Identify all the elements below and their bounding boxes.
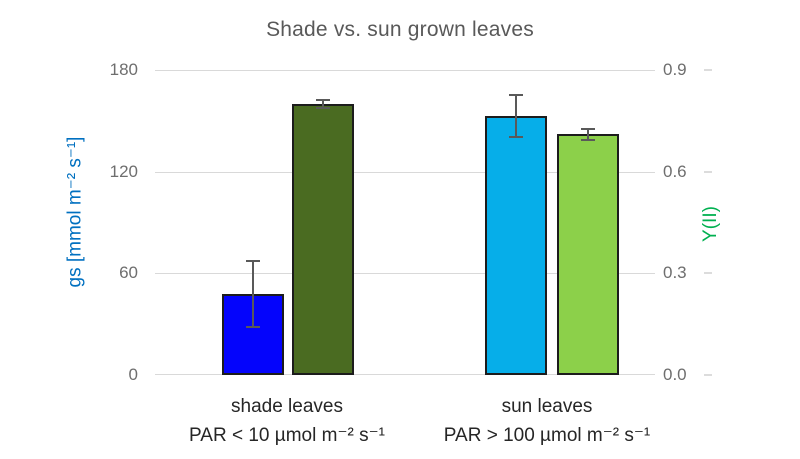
bar-yii-sun [557,134,619,375]
errorbar-gs-sun [509,93,523,138]
errorbar-yii-sun [581,127,595,142]
right-axis-tick-0p9: 0.9 [663,60,687,79]
errorbar-cap [581,127,595,130]
errorbar-line [587,127,589,142]
errorbar-line [322,98,324,109]
right-axis-minor-tick [704,171,712,173]
gridline [155,70,655,71]
right-axis-title: Y(II) [700,206,721,242]
right-axis-minor-tick [704,272,712,274]
right-axis-minor-tick [704,374,712,376]
left-axis-tick-120: 120 [109,162,138,181]
errorbar-cap [316,98,330,101]
errorbar-cap [581,139,595,142]
bar-gs-sun [485,115,547,375]
errorbar-yii-shade [316,98,330,109]
category-label-sun: sun leaves PAR > 100 µmol m⁻² s⁻¹ [397,392,697,450]
errorbar-cap [246,259,260,262]
gridline [155,171,655,173]
errorbar-line [252,259,254,328]
chart-title: Shade vs. sun grown leaves [266,18,534,41]
category-sun-line1: sun leaves [501,396,593,417]
left-axis-tick-180: 180 [109,60,138,79]
gridline [155,273,655,275]
errorbar-cap [316,106,330,109]
left-axis-title: gs [mmol m⁻² s⁻¹] [64,136,86,288]
category-label-shade: shade leaves PAR < 10 µmol m⁻² s⁻¹ [137,392,437,450]
right-axis-tick-0p6: 0.6 [663,162,687,181]
right-axis-minor-tick [704,69,712,71]
category-shade-line2: PAR < 10 µmol m⁻² s⁻¹ [189,425,385,446]
left-axis-tick-0: 0 [128,365,138,384]
bar-yii-shade [292,103,354,375]
right-axis-tick-0p3: 0.3 [663,263,687,282]
errorbar-cap [509,93,523,96]
category-sun-line2: PAR > 100 µmol m⁻² s⁻¹ [443,425,651,446]
plot-area [155,70,655,375]
errorbar-line [515,93,517,138]
left-axis-tick-60: 60 [119,263,138,282]
category-shade-line1: shade leaves [231,396,343,417]
errorbar-gs-shade [246,259,260,328]
right-axis-tick-0p0: 0.0 [663,365,687,384]
errorbar-cap [509,135,523,138]
gridline [155,374,655,375]
errorbar-cap [246,325,260,328]
